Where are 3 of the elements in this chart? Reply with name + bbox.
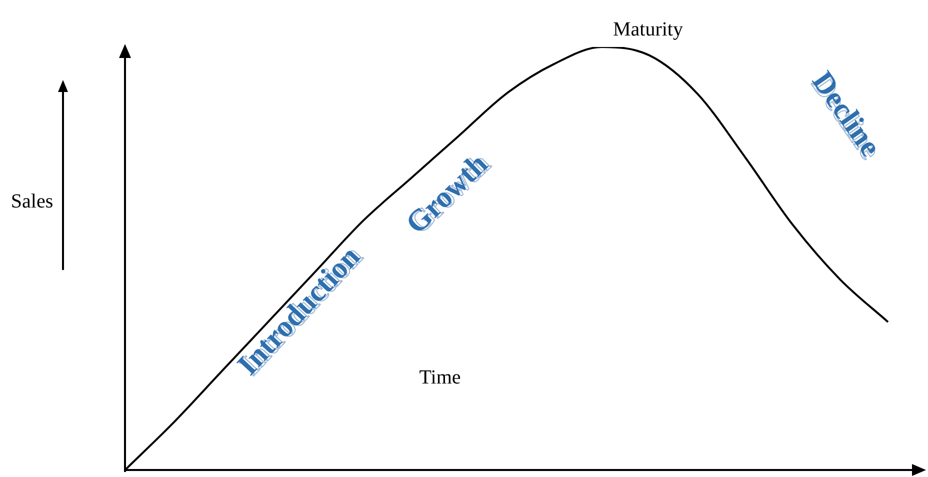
y-axis-title: Sales: [10, 190, 54, 212]
text: Maturity: [613, 18, 683, 40]
x-axis-title: Time: [419, 366, 461, 388]
